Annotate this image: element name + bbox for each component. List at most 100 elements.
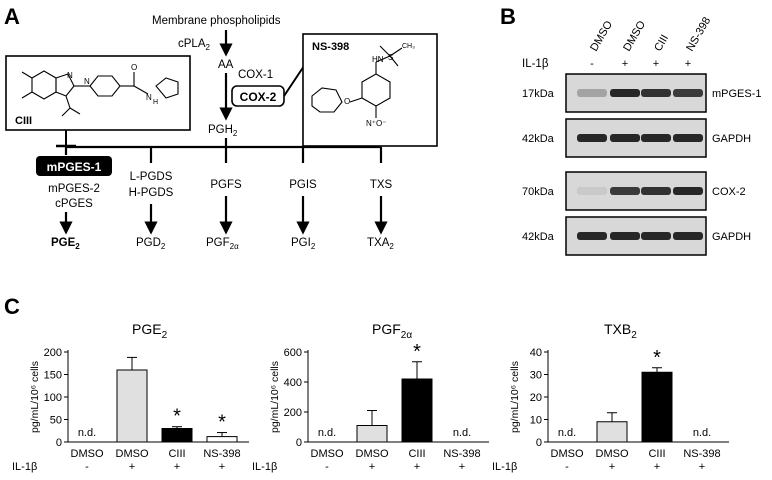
chart-title-main: TXB — [604, 321, 631, 337]
chart-y-tick-label: 30 — [530, 370, 542, 382]
chart-significance-label: * — [413, 341, 421, 363]
chart-title-main: PGF — [372, 321, 401, 337]
chart-category-label: DMSO — [596, 448, 629, 460]
chart-y-axis-label: pg/mL/10⁶ cells — [29, 361, 41, 433]
chart-y-tick-label: 400 — [284, 377, 302, 389]
lpgds-label: L-PGDS — [130, 171, 173, 183]
blot-band — [641, 187, 671, 195]
mpges1-label: mPGES-1 — [47, 160, 102, 174]
blot-band — [673, 134, 703, 142]
chart-significance-label: * — [653, 347, 661, 369]
ciii-chemical-structure — [21, 70, 179, 117]
chart-y-tick-label: 150 — [44, 370, 62, 382]
chart-nd-label: n.d. — [318, 427, 336, 439]
chart-nd-label: n.d. — [78, 427, 96, 439]
blot-size-label: 42kDa — [522, 231, 555, 243]
chart-y-tick-label: 100 — [44, 392, 62, 404]
blot-band — [577, 187, 607, 195]
blot-band — [673, 187, 703, 195]
pathway-diagram: Membrane phospholipids cPLA2 AA COX-1 CO… — [5, 15, 438, 251]
chart-y-tick-label: 0 — [296, 437, 302, 449]
ns398-atom-no2: N⁺O⁻ — [366, 119, 386, 128]
chart-il1b-sign: + — [459, 461, 465, 473]
membrane-phospholipids-label: Membrane phospholipids — [152, 15, 281, 27]
chart-category-label: DMSO — [356, 448, 389, 460]
chart-title: TXB2 — [604, 321, 637, 341]
chart-y-tick-label: 200 — [44, 347, 62, 359]
blot-lane-label: DMSO — [588, 19, 615, 54]
chart-category-label: DMSO — [71, 448, 104, 460]
blot-band — [673, 89, 703, 97]
chart-il1b-sign: - — [325, 461, 329, 473]
chart-category-label: DMSO — [116, 448, 149, 460]
ns398-inhibition-line — [283, 65, 305, 97]
blot-band — [673, 232, 703, 240]
blot-band — [577, 134, 607, 142]
cox2-label: COX-2 — [240, 90, 277, 104]
chart-title-subscript: 2α — [401, 330, 413, 341]
chart-il1b-sign: - — [85, 461, 89, 473]
chart-y-tick-label: 40 — [530, 347, 542, 359]
chart-il1b-sign: - — [565, 461, 569, 473]
chart-il1b-sign: + — [699, 461, 705, 473]
blot-band — [577, 232, 607, 240]
blot-size-label: 17kDa — [522, 88, 555, 100]
ciii-atom-n: N — [84, 77, 90, 86]
chart-y-tick-label: 20 — [530, 392, 542, 404]
chart-significance-label: * — [218, 412, 226, 434]
cpla2-label: cPLA2 — [178, 38, 211, 52]
blot-target-label: COX-2 — [712, 186, 746, 198]
pgfs-label: PGFS — [210, 179, 242, 191]
chart-il1b-sign: + — [609, 461, 615, 473]
chart-il1b-sign: + — [414, 461, 420, 473]
ciii-structure-box — [5, 55, 191, 131]
blot-il1b-sign: + — [653, 58, 659, 70]
chart-category-label: NS-398 — [203, 448, 240, 460]
blot-band — [610, 187, 640, 195]
blot-band — [641, 134, 671, 142]
mpges1-box — [36, 156, 112, 176]
chart-title-main: PGE — [132, 321, 162, 337]
blot-il1b-sign: + — [685, 58, 691, 70]
blot-target-label: mPGES-1 — [712, 88, 762, 100]
chart-category-label: DMSO — [311, 448, 344, 460]
pge2-label: PGE2 — [51, 237, 80, 251]
pgi2-label: PGI2 — [291, 237, 316, 251]
blot-band — [610, 232, 640, 240]
chart-bar — [401, 378, 433, 443]
chart-title-subscript: 2 — [162, 330, 168, 341]
panel-label-a: A — [4, 4, 20, 29]
chart-y-tick-label: 600 — [284, 347, 302, 359]
blot-lane-label: CIII — [652, 33, 671, 54]
blot-size-label: 42kDa — [522, 133, 555, 145]
mpges2-label: mPGES-2 — [48, 183, 100, 195]
chart-il1b-sign: + — [174, 461, 180, 473]
chart-y-tick-label: 50 — [50, 415, 62, 427]
panel-label-c: C — [4, 294, 20, 319]
chart-il1b-row-label: IL-1β — [492, 461, 517, 473]
blot-il1b-sign: + — [622, 58, 628, 70]
cpges-label: cPGES — [55, 198, 93, 210]
chart-bar — [161, 428, 193, 443]
chart-category-label: NS-398 — [683, 448, 720, 460]
chart-y-tick-label: 200 — [284, 407, 302, 419]
chart-y-axis-label: pg/mL/10⁶ cells — [269, 361, 281, 433]
chart-y-tick-label: 0 — [536, 437, 542, 449]
chart-bar — [356, 425, 388, 443]
ns398-chemical-structure — [311, 45, 403, 118]
ns398-atom-nh: HN — [372, 55, 384, 64]
blot-band — [610, 89, 640, 97]
pgd2-label: PGD2 — [136, 237, 166, 251]
aa-label: AA — [218, 59, 234, 71]
pgis-label: PGIS — [289, 179, 317, 191]
blot-il1b-sign: - — [590, 58, 594, 70]
ciii-atom-n: N — [67, 71, 73, 80]
chart-bar — [641, 371, 673, 443]
chart-il1b-sign: + — [129, 461, 135, 473]
blot-target-label: GAPDH — [712, 231, 751, 243]
blot-band — [641, 232, 671, 240]
